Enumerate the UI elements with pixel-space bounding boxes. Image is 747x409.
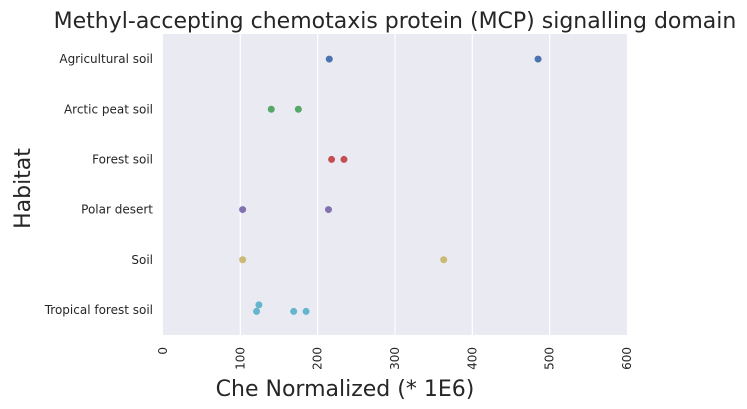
x-tick-label: 600	[620, 347, 634, 370]
data-point	[290, 307, 298, 315]
y-tick-label: Agricultural soil	[59, 52, 153, 66]
x-tick-label: 500	[543, 347, 557, 370]
data-point	[239, 206, 247, 214]
y-tick-label: Soil	[131, 253, 153, 267]
x-tick-label: 200	[311, 347, 325, 370]
data-point	[239, 256, 247, 264]
grid-lines	[239, 34, 551, 335]
x-axis-label: Che Normalized (* 1E6)	[216, 377, 475, 402]
data-point	[328, 155, 336, 163]
data-point	[302, 307, 310, 315]
x-tick-label: 0	[156, 347, 170, 355]
data-point	[534, 55, 542, 63]
data-point	[324, 206, 332, 214]
y-tick-label: Arctic peat soil	[64, 102, 153, 116]
data-point	[253, 307, 261, 315]
x-tick-labels: 0 100 200 300 400 500 600	[156, 347, 634, 370]
x-tick-label: 100	[233, 347, 247, 370]
data-point	[255, 301, 263, 309]
data-point	[267, 105, 275, 113]
data-point	[294, 105, 302, 113]
data-point	[340, 155, 348, 163]
y-tick-label: Polar desert	[81, 203, 153, 217]
data-points	[239, 55, 542, 315]
y-tick-labels: Agricultural soil Arctic peat soil Forest …	[44, 52, 154, 317]
y-axis-label: Habitat	[11, 148, 36, 229]
y-tick-label: Tropical forest soil	[44, 303, 153, 317]
data-point	[440, 256, 448, 264]
y-tick-label: Forest soil	[92, 152, 153, 166]
chart-title: Methyl-accepting chemotaxis protein (MCP…	[54, 9, 737, 34]
x-tick-label: 400	[465, 347, 479, 370]
data-point	[325, 55, 333, 63]
x-tick-label: 300	[388, 347, 402, 370]
